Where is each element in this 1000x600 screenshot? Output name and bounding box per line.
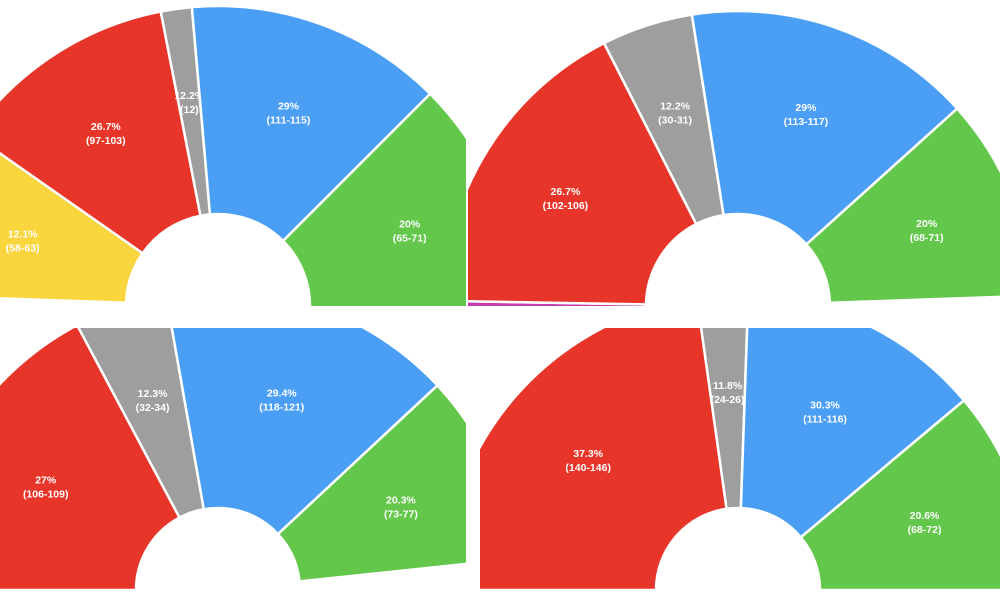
chart-1-slice-2-percent-label: 12.2% (660, 100, 690, 112)
chart-2-slice-5-range-label: (73-77) (384, 509, 418, 521)
chart-0-slice-0-range-label: (58-63) (6, 243, 40, 255)
chart-0-slice-3-percent-label: 29% (278, 100, 300, 112)
chart-2-slice-3-percent-label: 12.3% (138, 388, 168, 400)
chart-2-slice-1 (0, 588, 138, 590)
chart-3-slice-2-range-label: (111-116) (803, 414, 847, 426)
chart-0-slice-3 (190, 4, 432, 243)
chart-3-slice-1-percent-label: 11.8% (713, 380, 743, 392)
chart-1-slice-4-percent-label: 20% (916, 218, 938, 230)
hemicycle-chart-bottom-right: 37.3% (140-146) 11.8% (24-26) 30.3% (111-116)… (480, 328, 1000, 590)
chart-3-slice-3-range-label: (68-72) (908, 524, 942, 536)
hemicycle-chart-top-left: 12.1% (58-63) 26.7% (97-103) 12.2% (12) 29% (11… (0, 4, 466, 306)
chart-0-slice-2-percent-label: 12.2% (174, 90, 204, 102)
chart-0-slice-1-percent-label: 26.7% (91, 121, 121, 133)
chart-2-slice-4-range-label: (118-121) (259, 401, 304, 413)
chart-1-slice-3 (690, 9, 959, 247)
chart-2-slice-3-range-label: (32-34) (136, 402, 170, 414)
chart-0-slice-4 (281, 92, 466, 306)
chart-1-slice-4 (804, 106, 1000, 305)
chart-2-slice-2 (0, 328, 182, 590)
chart-0-slice-1 (0, 10, 202, 255)
chart-0-slice-4-percent-label: 20% (399, 219, 421, 231)
chart-3-slice-0-percent-label: 37.3% (573, 448, 603, 460)
chart-3-slice-0-range-label: (140-146) (565, 462, 611, 474)
chart-3-slice-3 (799, 398, 1000, 590)
chart-3-slice-2-percent-label: 30.3% (810, 400, 840, 412)
chart-2-slice-5-percent-label: 20.3% (386, 495, 416, 507)
chart-3-slice-3-percent-label: 20.6% (910, 510, 940, 522)
chart-3-slice-0 (480, 328, 728, 590)
chart-2-slice-2-range-label: (106-109) (23, 488, 69, 500)
panel-divider-horizontal (0, 306, 1000, 328)
chart-0-slice-2-range-label: (12) (180, 104, 199, 116)
chart-1-slice-2-range-label: (30-31) (658, 114, 692, 126)
chart-1-slice-4-range-label: (68-71) (910, 232, 944, 244)
chart-1-slice-3-percent-label: 29% (795, 102, 817, 114)
chart-3-slice-2 (739, 328, 966, 540)
chart-2-slice-3 (77, 328, 206, 520)
chart-1-slice-1-range-label: (102-106) (543, 200, 589, 212)
chart-0-slice-4-range-label: (65-71) (393, 233, 427, 245)
panel-divider (466, 0, 468, 600)
chart-2-slice-4 (170, 328, 440, 536)
hemicycle-chart-bottom-left: 27% (106-109) 12.3% (32-34) 29.4% (118-121) 20… (0, 328, 466, 600)
chart-1-slice-3-range-label: (113-117) (784, 116, 828, 128)
hemicycle-chart-top-right: 12.1%(29-31)26.7%(102-106)12.2%(30-31)29… (468, 9, 1000, 347)
chart-0-slice-0 (0, 151, 145, 305)
chart-1-slice-0-range-label: (29-31) (519, 335, 553, 347)
chart-2-slice-0 (0, 596, 136, 600)
chart-3-slice-1-range-label: (24-26) (711, 394, 745, 406)
chart-2-slice-4-percent-label: 29.4% (267, 387, 297, 399)
chart-1-slice-1-percent-label: 26.7% (551, 186, 581, 198)
chart-0-slice-1-range-label: (97-103) (86, 135, 126, 147)
chart-0-slice-0-percent-label: 12.1% (8, 229, 38, 241)
chart-2-slice-2-percent-label: 27% (35, 474, 57, 486)
chart-1-slice-1 (468, 41, 698, 306)
chart-2-slice-5 (276, 383, 466, 583)
chart-0-slice-3-range-label: (111-115) (267, 114, 311, 126)
